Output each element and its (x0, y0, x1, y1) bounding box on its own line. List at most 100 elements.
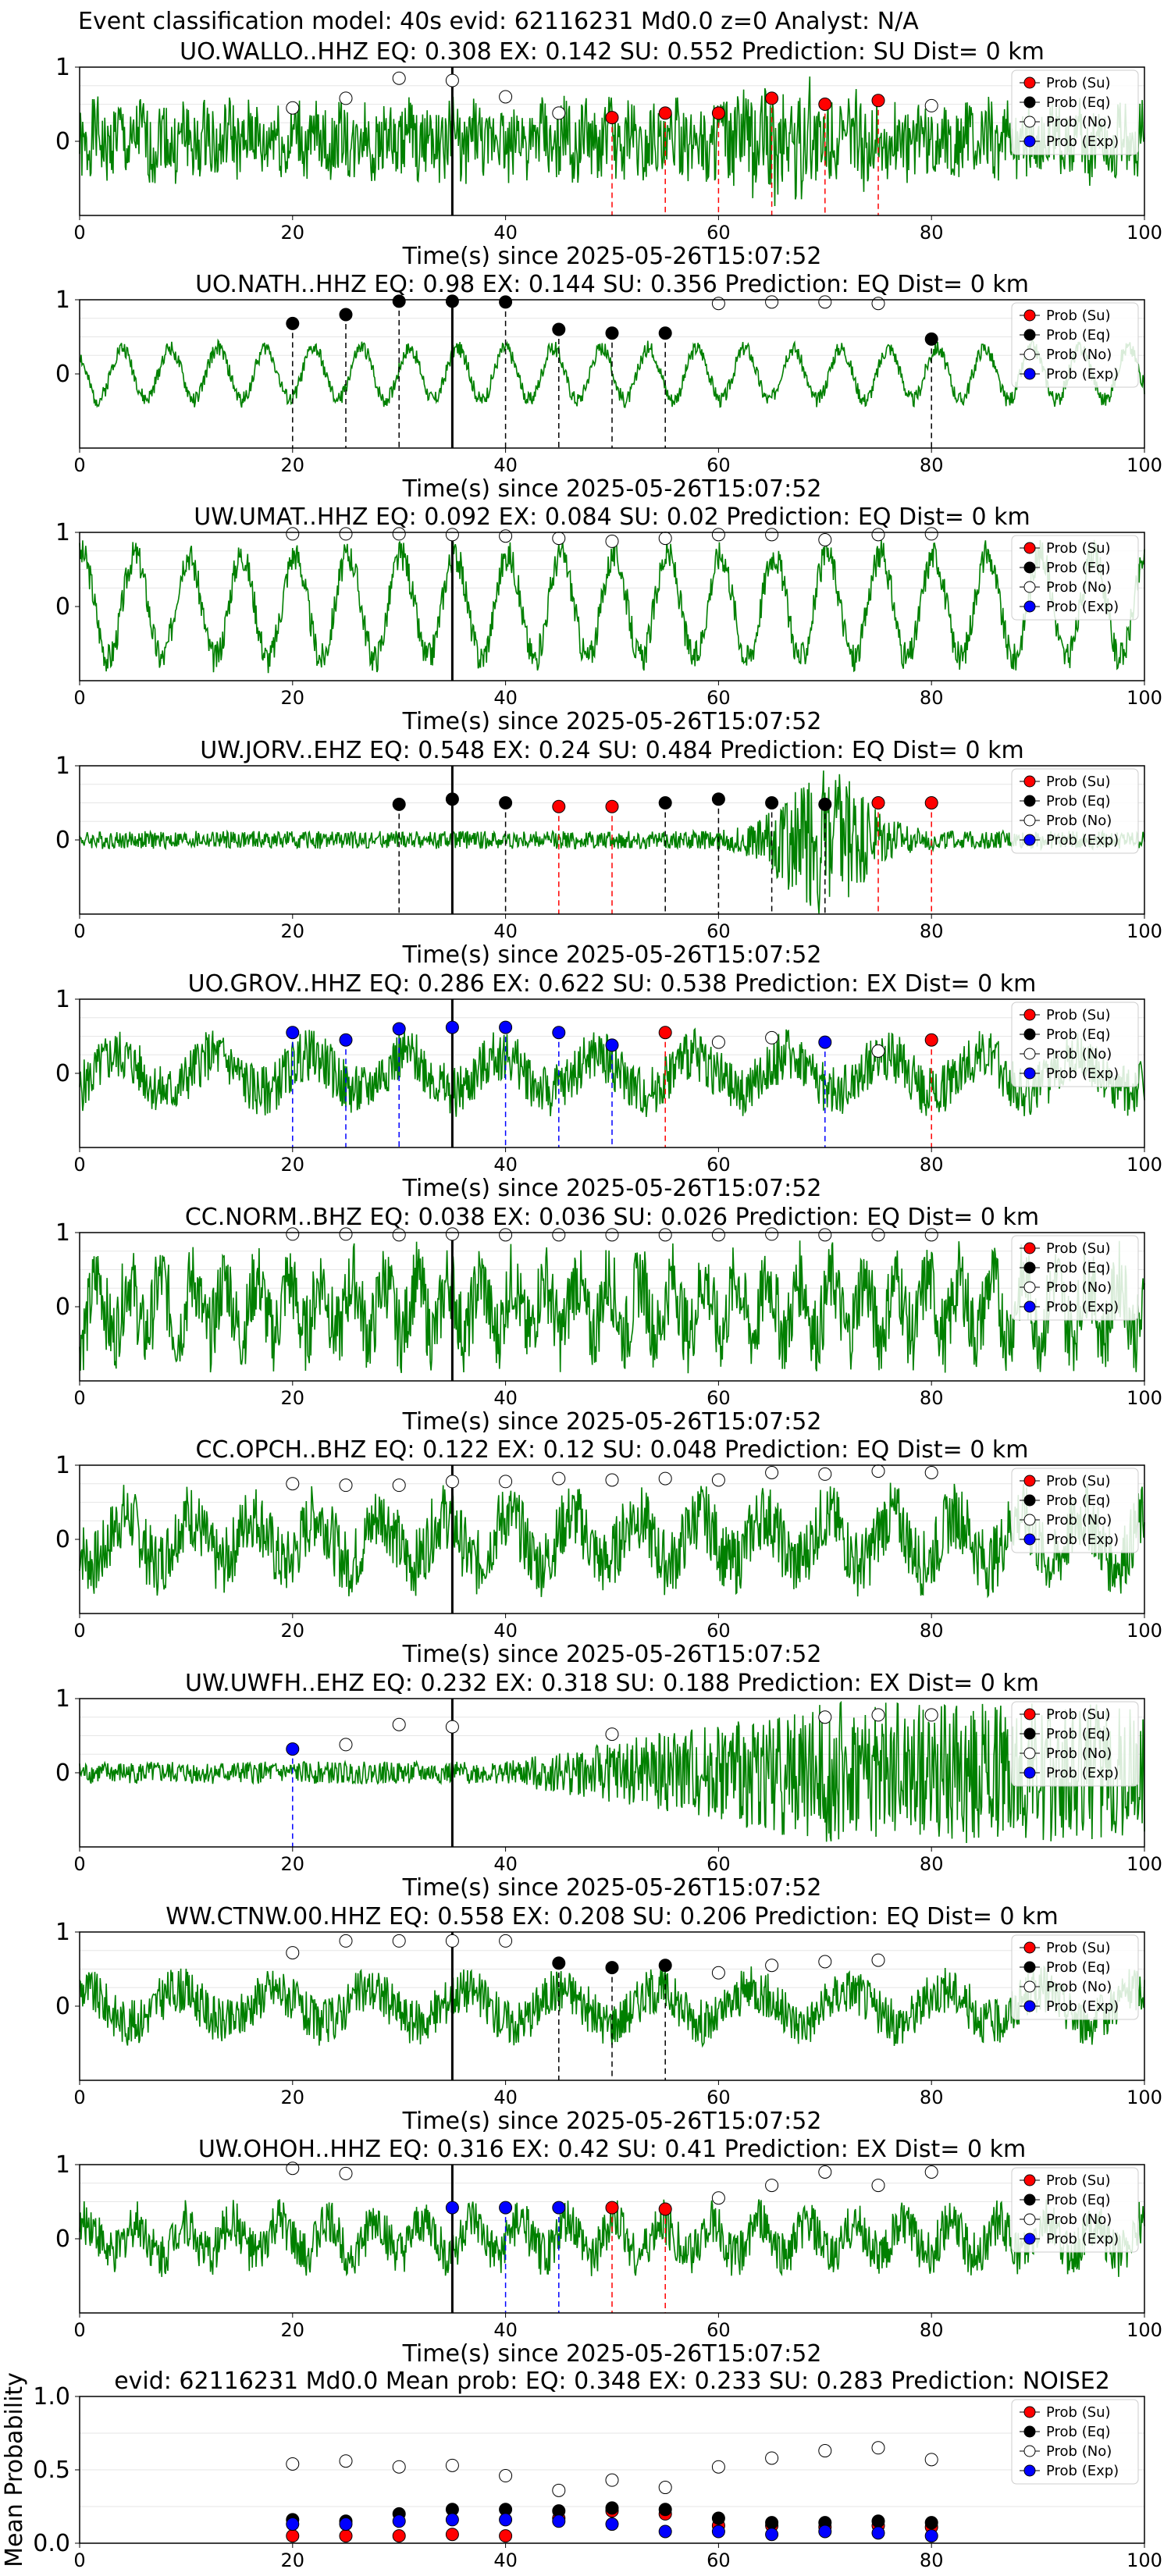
panel-title: UW.JORV..EHZ EQ: 0.548 EX: 0.24 SU: 0.48… (200, 737, 1023, 764)
legend-marker (1023, 96, 1036, 109)
probability-point (711, 1035, 725, 1049)
legend: Prob (Su) Prob (Eq) Prob (No) Prob (Exp) (1011, 2167, 1139, 2253)
probability-point (286, 1742, 300, 1756)
x-tick-label: 80 (920, 1853, 944, 1875)
panel-title: evid: 62116231 Md0.0 Mean prob: EQ: 0.34… (114, 2368, 1110, 2395)
x-tick-label: 80 (920, 2087, 944, 2108)
station-panel: CC.OPCH..BHZ EQ: 0.122 EX: 0.12 SU: 0.04… (79, 1436, 1145, 1614)
probability-point (658, 326, 672, 340)
probability-point (765, 1466, 779, 1479)
mean-probability-panel: evid: 62116231 Md0.0 Mean prob: EQ: 0.34… (80, 2368, 1144, 2543)
panel-title: CC.NORM..BHZ EQ: 0.038 EX: 0.036 SU: 0.0… (185, 1204, 1039, 1231)
y-tick-label: 1 (55, 54, 70, 81)
legend-label: Prob (Exp) (1046, 2463, 1119, 2479)
probability-point (445, 2201, 459, 2215)
legend-label: Prob (Su) (1046, 1940, 1111, 1956)
legend-frame (1011, 1468, 1139, 1553)
mean-probability-point (339, 2529, 353, 2543)
probability-point (605, 1228, 619, 1242)
probability-point (711, 1473, 725, 1487)
x-tick-label: 40 (493, 454, 518, 476)
legend-label: Prob (No) (1046, 1046, 1112, 1062)
legend-marker (1023, 834, 1036, 846)
legend-frame (1011, 2167, 1139, 2253)
y-axis-label: Mean Probability (1, 2372, 28, 2567)
probability-point (711, 106, 725, 120)
legend-marker (1023, 561, 1036, 574)
probability-point (765, 295, 779, 309)
legend-marker (1023, 1533, 1036, 1546)
legend-label: Prob (No) (1046, 1512, 1112, 1528)
x-tick-label: 20 (281, 2319, 305, 2341)
y-tick-label: 0 (55, 593, 70, 621)
probability-point (818, 98, 832, 111)
legend-marker (1023, 2213, 1036, 2226)
station-panel: UO.GROV..HHZ EQ: 0.286 EX: 0.622 SU: 0.5… (79, 970, 1145, 1147)
x-tick-label: 100 (1127, 222, 1162, 244)
probability-point (445, 1020, 459, 1034)
mean-probability-point (605, 2501, 619, 2515)
mean-probability-point (445, 2458, 459, 2472)
y-tick-label: 1 (55, 286, 70, 314)
probability-point (499, 295, 513, 309)
probability-point (605, 2201, 619, 2215)
mean-probability-point (765, 2516, 779, 2530)
probability-point (765, 2179, 779, 2193)
legend-marker (1023, 775, 1036, 788)
legend-frame (1011, 69, 1139, 155)
mean-probability-point (339, 2454, 353, 2468)
legend-marker (1023, 76, 1036, 89)
probability-point (871, 1708, 885, 1722)
mean-probability-point (711, 2524, 725, 2539)
legend-label: Prob (Exp) (1046, 133, 1119, 150)
probability-point (658, 2202, 672, 2216)
probability-point (818, 1955, 832, 1969)
mean-probability-point (711, 2511, 725, 2525)
x-tick-label: 40 (493, 2087, 518, 2108)
x-tick-label: 80 (920, 1387, 944, 1409)
probability-point (339, 308, 353, 322)
y-tick-label: 0 (55, 1993, 70, 2020)
x-tick-label: 0 (73, 1387, 85, 1409)
x-tick-label: 100 (1127, 920, 1162, 942)
legend-marker (1023, 1514, 1036, 1526)
legend: Prob (Su) Prob (Eq) Prob (No) Prob (Exp) (1011, 1934, 1139, 2020)
legend-marker (1023, 814, 1036, 827)
panel-title: UO.WALLO..HHZ EQ: 0.308 EX: 0.142 SU: 0.… (180, 38, 1045, 66)
x-axis-label: Time(s) since 2025-05-26T15:07:52 (402, 2108, 822, 2135)
probability-point (658, 532, 672, 546)
legend-marker (1023, 1067, 1036, 1080)
probability-point (499, 2201, 513, 2215)
probability-point (924, 527, 938, 541)
mean-probability-point (392, 2460, 406, 2474)
y-tick-label: 1 (55, 519, 70, 546)
legend-label: Prob (Exp) (1046, 1299, 1119, 1315)
legend-label: Prob (Su) (1046, 75, 1111, 91)
station-panel: UW.JORV..EHZ EQ: 0.548 EX: 0.24 SU: 0.48… (79, 737, 1145, 914)
probability-point (605, 799, 619, 813)
probability-point (499, 1475, 513, 1489)
legend-marker (1023, 1300, 1036, 1313)
legend: Prob (Su) Prob (Eq) Prob (No) Prob (Exp) (1011, 1002, 1139, 1087)
x-tick-label: 100 (1127, 1620, 1162, 1642)
probability-point (711, 792, 725, 806)
y-tick-label: 1 (55, 1919, 70, 1946)
legend-label: Prob (Exp) (1046, 599, 1119, 615)
legend-label: Prob (Su) (1046, 308, 1111, 324)
y-tick-label: 1 (55, 1685, 70, 1713)
probability-point (711, 2191, 725, 2205)
legend-marker (1023, 2445, 1036, 2457)
legend-marker (1023, 600, 1036, 613)
legend-marker (1023, 329, 1036, 341)
probability-point (392, 527, 406, 541)
probability-point (818, 1035, 832, 1049)
legend-label: Prob (Eq) (1046, 94, 1111, 111)
probability-point (924, 1228, 938, 1242)
x-tick-label: 100 (1127, 454, 1162, 476)
legend-label: Prob (Eq) (1046, 1959, 1111, 1976)
probability-point (552, 1228, 566, 1242)
x-tick-label: 40 (493, 1853, 518, 1875)
probability-point (392, 1717, 406, 1731)
y-tick-label: 0 (55, 128, 70, 155)
probability-point (286, 2161, 300, 2176)
